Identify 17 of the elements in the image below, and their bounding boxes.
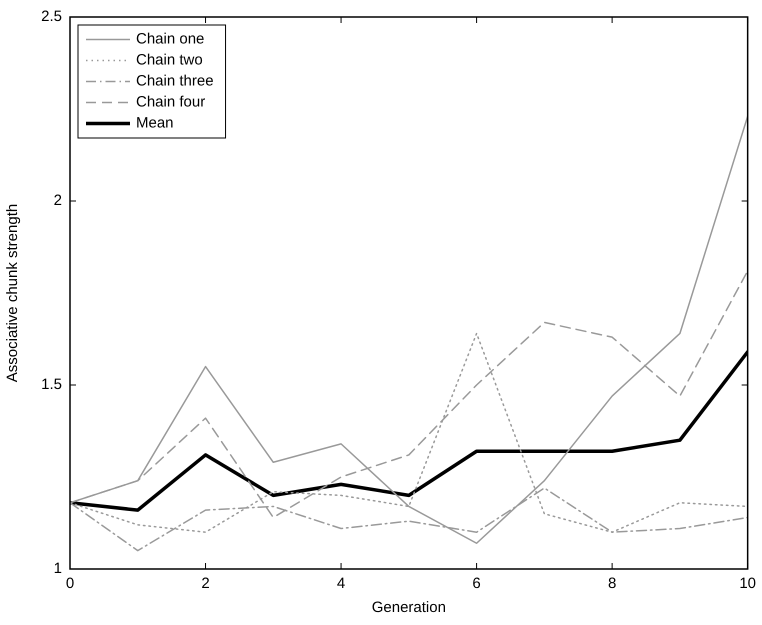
- y-tick-label: 1: [54, 560, 62, 578]
- legend-label: Mean: [136, 114, 174, 132]
- legend-label: Chain four: [136, 94, 206, 111]
- y-tick-label: 2: [54, 192, 62, 210]
- x-tick-label: 8: [608, 575, 616, 592]
- x-tick-label: 2: [201, 575, 210, 592]
- legend-label: Chain two: [136, 52, 203, 69]
- legend-label: Chain one: [136, 30, 204, 48]
- x-tick-label: 4: [336, 575, 346, 592]
- y-axis-title: Associative chunk strength: [4, 204, 22, 382]
- y-tick-label: 1.5: [41, 376, 62, 394]
- x-tick-label: 6: [472, 575, 481, 592]
- y-tick-label: 2.5: [41, 8, 62, 26]
- x-tick-label: 0: [66, 575, 74, 592]
- x-axis-title: Generation: [372, 599, 446, 616]
- legend-label: Chain three: [136, 72, 214, 90]
- x-tick-label: 10: [739, 575, 756, 592]
